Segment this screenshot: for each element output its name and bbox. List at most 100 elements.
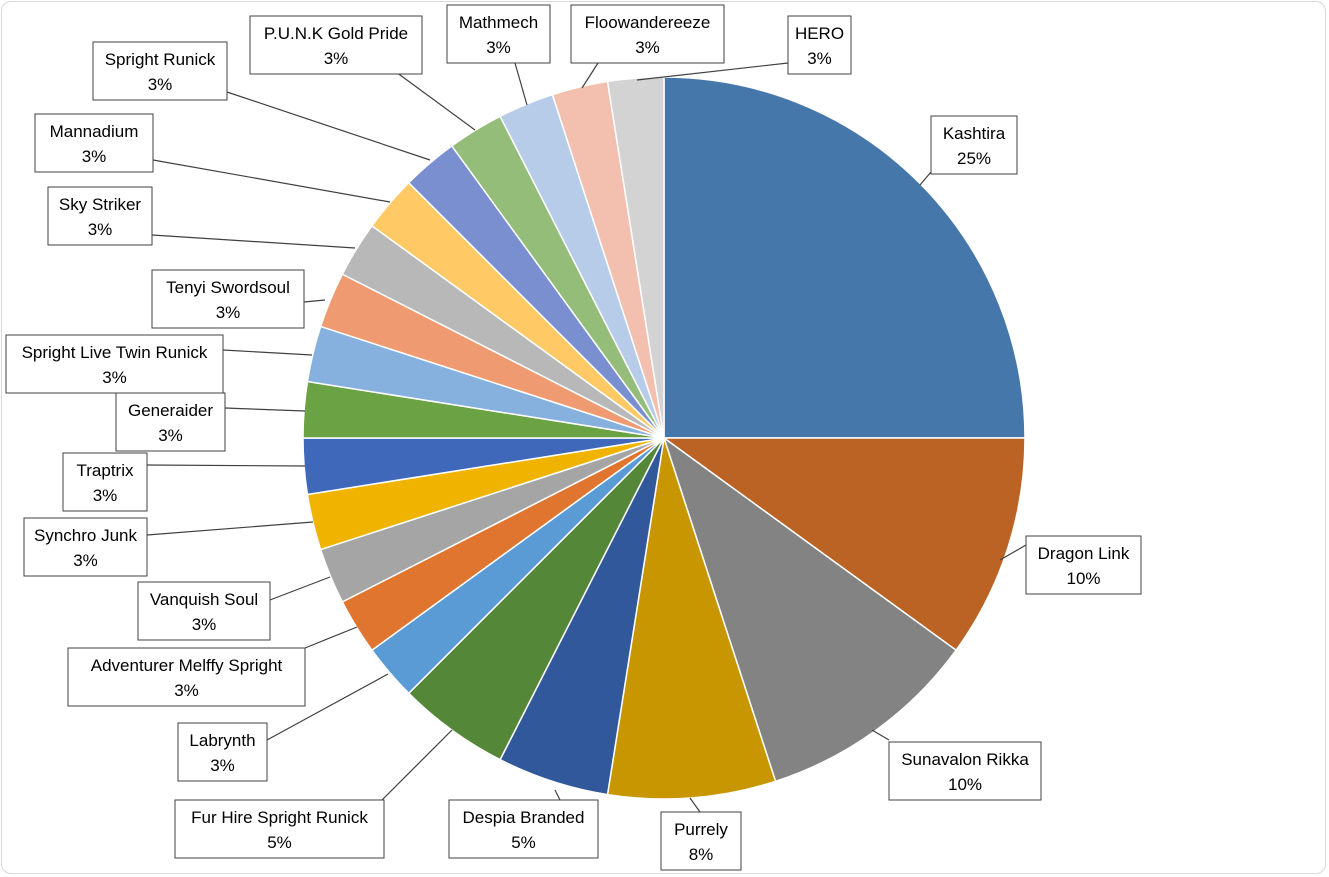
data-label-box xyxy=(5,334,224,394)
data-label-category: Sky Striker xyxy=(59,195,142,214)
data-label-category: Purrely xyxy=(674,820,728,839)
data-label-percent: 3% xyxy=(93,486,118,505)
data-label-box xyxy=(448,799,599,859)
data-label-category: HERO xyxy=(795,24,844,43)
data-label-category: Dragon Link xyxy=(1038,544,1130,563)
pie-slice-dragon-link xyxy=(661,437,1026,652)
data-label-spright-live-twin-runick: Spright Live Twin Runick 3% xyxy=(5,334,224,394)
data-label-box xyxy=(137,581,271,641)
data-label-box xyxy=(151,269,305,329)
data-label-mannadium: Mannadium 3% xyxy=(34,113,154,173)
data-label-box xyxy=(446,4,551,64)
leader-line-floowandereeze xyxy=(581,62,599,89)
data-label-percent: 25% xyxy=(957,149,991,168)
data-label-box xyxy=(62,452,148,512)
data-label-category: Synchro Junk xyxy=(34,526,137,545)
leader-line-kashtira xyxy=(919,171,932,186)
leader-line-spright-runick xyxy=(226,91,431,161)
data-label-category: Generaider xyxy=(128,401,213,420)
data-label-p-u-n-k-gold-pride: P.U.N.K Gold Pride 3% xyxy=(249,15,423,75)
leader-line-dragon-link xyxy=(999,544,1027,561)
leader-line-traptrix xyxy=(146,464,306,467)
data-label-percent: 3% xyxy=(82,147,107,166)
leader-line-mannadium xyxy=(152,159,391,203)
data-label-hero: HERO 3% xyxy=(787,15,852,75)
pie-slice-kashtira xyxy=(663,76,1026,439)
leader-line-vanquish-soul xyxy=(269,576,331,601)
leader-line-adventurer-melffy-spright xyxy=(304,626,358,649)
data-label-floowandereeze: Floowandereeze 3% xyxy=(570,4,725,64)
data-label-tenyi-swordsoul: Tenyi Swordsoul 3% xyxy=(151,269,305,329)
data-label-box xyxy=(115,392,226,452)
data-label-box xyxy=(34,113,154,173)
data-label-box xyxy=(92,41,228,101)
data-label-box xyxy=(787,15,852,75)
leader-line-spright-live-twin-runick xyxy=(222,349,313,356)
leader-line-generaider xyxy=(224,407,306,412)
data-label-mathmech: Mathmech 3% xyxy=(446,4,551,64)
data-label-percent: 3% xyxy=(216,303,241,322)
data-label-percent: 3% xyxy=(324,49,349,68)
leader-line-sunavalon-rikka xyxy=(871,729,890,741)
data-label-category: Tenyi Swordsoul xyxy=(166,278,290,297)
data-label-box xyxy=(570,4,725,64)
leader-lines xyxy=(146,62,1027,813)
data-label-category: Adventurer Melffy Spright xyxy=(91,656,283,675)
leader-line-p-u-n-k-gold-pride xyxy=(395,71,476,131)
data-label-synchro-junk: Synchro Junk 3% xyxy=(23,517,148,577)
data-label-spright-runick: Spright Runick 3% xyxy=(92,41,228,101)
pie-slice-purrely xyxy=(606,437,777,800)
data-label-adventurer-melffy-spright: Adventurer Melffy Spright 3% xyxy=(67,647,306,707)
data-label-percent: 3% xyxy=(486,38,511,57)
data-label-labrynth: Labrynth 3% xyxy=(177,722,268,782)
data-label-percent: 3% xyxy=(807,49,832,68)
data-label-box xyxy=(930,115,1018,175)
data-label-kashtira: Kashtira 25% xyxy=(930,115,1018,175)
data-label-category: Fur Hire Spright Runick xyxy=(191,808,368,827)
data-label-category: Floowandereeze xyxy=(585,13,711,32)
data-label-box xyxy=(1025,535,1142,595)
data-label-box xyxy=(67,647,306,707)
leader-line-labrynth xyxy=(266,673,389,741)
data-label-category: Vanquish Soul xyxy=(150,590,258,609)
data-label-vanquish-soul: Vanquish Soul 3% xyxy=(137,581,271,641)
data-label-percent: 3% xyxy=(174,681,199,700)
leader-line-sky-striker xyxy=(151,234,356,249)
pie-slice-sunavalon-rikka xyxy=(662,436,958,783)
data-label-category: Sunavalon Rikka xyxy=(901,750,1029,769)
data-label-despia-branded: Despia Branded 5% xyxy=(448,799,599,859)
data-label-percent: 3% xyxy=(210,756,235,775)
data-label-percent: 8% xyxy=(689,845,714,864)
leader-line-despia-branded xyxy=(554,789,561,801)
leader-line-mathmech xyxy=(514,62,528,106)
data-label-percent: 3% xyxy=(158,426,183,445)
data-label-generaider: Generaider 3% xyxy=(115,392,226,452)
data-label-box xyxy=(888,741,1042,801)
leader-line-fur-hire-spright-runick xyxy=(381,729,453,801)
data-label-category: P.U.N.K Gold Pride xyxy=(264,24,408,43)
data-label-fur-hire-spright-runick: Fur Hire Spright Runick 5% xyxy=(174,799,385,859)
data-label-percent: 3% xyxy=(192,615,217,634)
data-label-category: Labrynth xyxy=(189,731,255,750)
data-label-box xyxy=(23,517,148,577)
data-label-percent: 3% xyxy=(88,220,113,239)
data-label-percent: 5% xyxy=(511,833,536,852)
data-label-box xyxy=(174,799,385,859)
leader-line-hero xyxy=(636,62,789,81)
data-label-percent: 3% xyxy=(148,75,173,94)
data-label-category: Despia Branded xyxy=(463,808,585,827)
data-label-box xyxy=(177,722,268,782)
data-label-sunavalon-rikka: Sunavalon Rikka 10% xyxy=(888,741,1042,801)
data-label-percent: 3% xyxy=(635,38,660,57)
data-label-percent: 10% xyxy=(948,775,982,794)
data-label-box xyxy=(47,186,153,246)
data-label-percent: 5% xyxy=(267,833,292,852)
data-label-category: Traptrix xyxy=(77,461,134,480)
data-label-purrely: Purrely 8% xyxy=(660,811,742,871)
data-label-box xyxy=(660,811,742,871)
data-label-dragon-link: Dragon Link 10% xyxy=(1025,535,1142,595)
data-label-box xyxy=(249,15,423,75)
leader-line-synchro-junk xyxy=(146,521,314,536)
leader-line-purrely xyxy=(689,797,701,813)
